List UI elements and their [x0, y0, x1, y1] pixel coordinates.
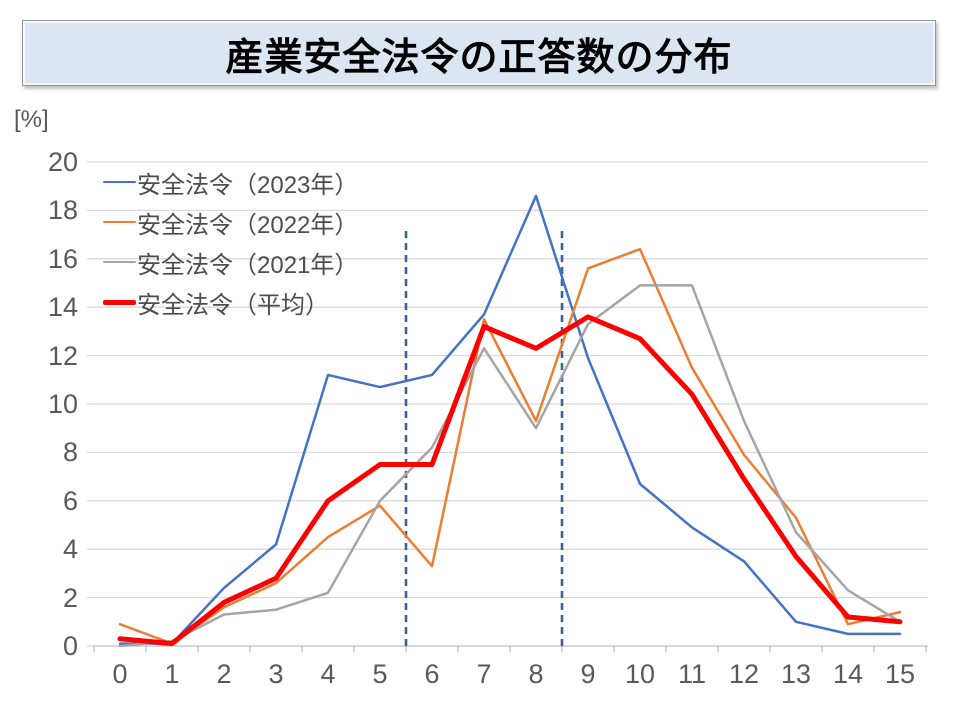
y-tick-label: 10: [47, 389, 78, 419]
chart-title: 産業安全法令の正答数の分布: [225, 36, 733, 79]
y-tick-label: 8: [62, 437, 78, 468]
x-tick-label: 1: [164, 659, 180, 689]
legend-line-swatch: [103, 299, 136, 305]
y-tick-label: 12: [47, 340, 78, 371]
y-tick-label: 20: [47, 147, 78, 177]
x-tick-label: 3: [268, 659, 284, 689]
x-tick-label: 12: [728, 659, 760, 689]
legend-label: 安全法令（2023年）: [137, 171, 359, 199]
y-axis-unit-label: [%]: [14, 106, 49, 133]
x-tick-label: 15: [884, 659, 916, 689]
legend-line-swatch: [103, 220, 136, 224]
x-tick-label: 7: [476, 659, 492, 689]
x-tick-label: 4: [320, 659, 336, 689]
series-line-安全法令（平均）: [117, 314, 903, 647]
legend-item: 安全法令（2021年）: [103, 242, 358, 282]
legend-line-swatch: [103, 260, 136, 264]
plot-area: [87, 161, 928, 652]
x-tick-label: 11: [677, 659, 707, 689]
y-tick-label: 18: [47, 195, 78, 226]
legend-label: 安全法令（平均）: [137, 291, 329, 319]
y-tick-label: 14: [47, 292, 78, 323]
legend-item: 安全法令（平均）: [103, 282, 358, 322]
x-tick-label: 0: [112, 659, 128, 689]
x-tick-label: 10: [624, 659, 656, 689]
legend-line-swatch: [103, 180, 136, 184]
x-tick-label: 9: [580, 659, 596, 689]
series-line-安全法令（2023年）: [118, 194, 902, 645]
legend-label: 安全法令（2021年）: [137, 251, 359, 279]
y-tick-label: 2: [62, 582, 78, 613]
y-tick-label: 4: [62, 534, 78, 565]
x-tick-label: 14: [832, 659, 864, 689]
y-tick-label: 16: [47, 243, 78, 274]
legend-item: 安全法令（2022年）: [103, 202, 358, 242]
x-tick-label: 13: [780, 659, 812, 689]
x-tick-label: 2: [216, 659, 232, 689]
y-tick-label: 6: [62, 485, 78, 516]
series-line-安全法令（2021年）: [118, 284, 902, 648]
x-tick-label: 5: [372, 659, 388, 689]
legend-item: 安全法令（2023年）: [103, 162, 358, 202]
x-tick-label: 8: [528, 659, 544, 689]
title-banner: 産業安全法令の正答数の分布: [22, 20, 936, 86]
x-tick-label: 6: [424, 659, 440, 689]
legend-label: 安全法令（2022年）: [137, 211, 359, 239]
legend: 安全法令（2023年） 安全法令（2022年） 安全法令（2021年） 安全法令（平均…: [103, 162, 358, 322]
y-tick-label: 0: [62, 631, 78, 661]
series-line-安全法令（2022年）: [118, 247, 902, 645]
